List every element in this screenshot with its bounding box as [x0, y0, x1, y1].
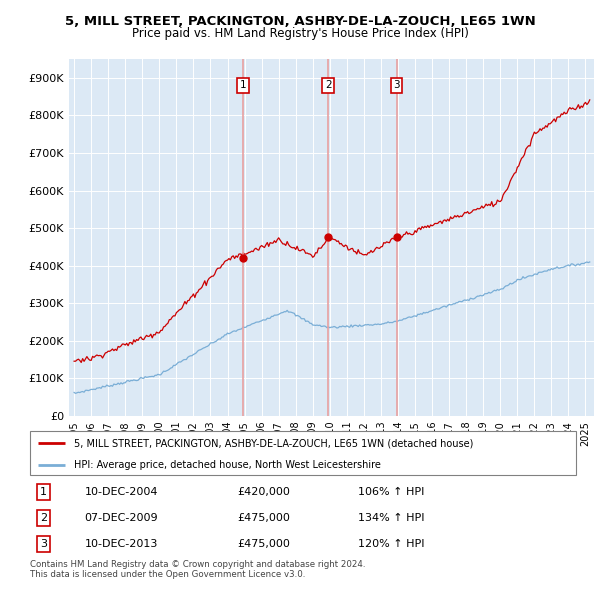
Text: Price paid vs. HM Land Registry's House Price Index (HPI): Price paid vs. HM Land Registry's House …	[131, 27, 469, 40]
Text: 2: 2	[40, 513, 47, 523]
Text: 3: 3	[393, 80, 400, 90]
Text: Contains HM Land Registry data © Crown copyright and database right 2024.
This d: Contains HM Land Registry data © Crown c…	[30, 560, 365, 579]
Text: £420,000: £420,000	[238, 487, 290, 497]
Text: 3: 3	[40, 539, 47, 549]
Text: £475,000: £475,000	[238, 539, 290, 549]
Text: 07-DEC-2009: 07-DEC-2009	[85, 513, 158, 523]
Text: 10-DEC-2004: 10-DEC-2004	[85, 487, 158, 497]
FancyBboxPatch shape	[30, 431, 576, 475]
Text: 1: 1	[40, 487, 47, 497]
Text: 106% ↑ HPI: 106% ↑ HPI	[358, 487, 424, 497]
Text: 134% ↑ HPI: 134% ↑ HPI	[358, 513, 424, 523]
Text: 2: 2	[325, 80, 332, 90]
Text: 5, MILL STREET, PACKINGTON, ASHBY-DE-LA-ZOUCH, LE65 1WN: 5, MILL STREET, PACKINGTON, ASHBY-DE-LA-…	[65, 15, 535, 28]
Text: HPI: Average price, detached house, North West Leicestershire: HPI: Average price, detached house, Nort…	[74, 460, 380, 470]
Text: 5, MILL STREET, PACKINGTON, ASHBY-DE-LA-ZOUCH, LE65 1WN (detached house): 5, MILL STREET, PACKINGTON, ASHBY-DE-LA-…	[74, 438, 473, 448]
Text: 120% ↑ HPI: 120% ↑ HPI	[358, 539, 424, 549]
Text: 10-DEC-2013: 10-DEC-2013	[85, 539, 158, 549]
Text: 1: 1	[240, 80, 247, 90]
Text: £475,000: £475,000	[238, 513, 290, 523]
